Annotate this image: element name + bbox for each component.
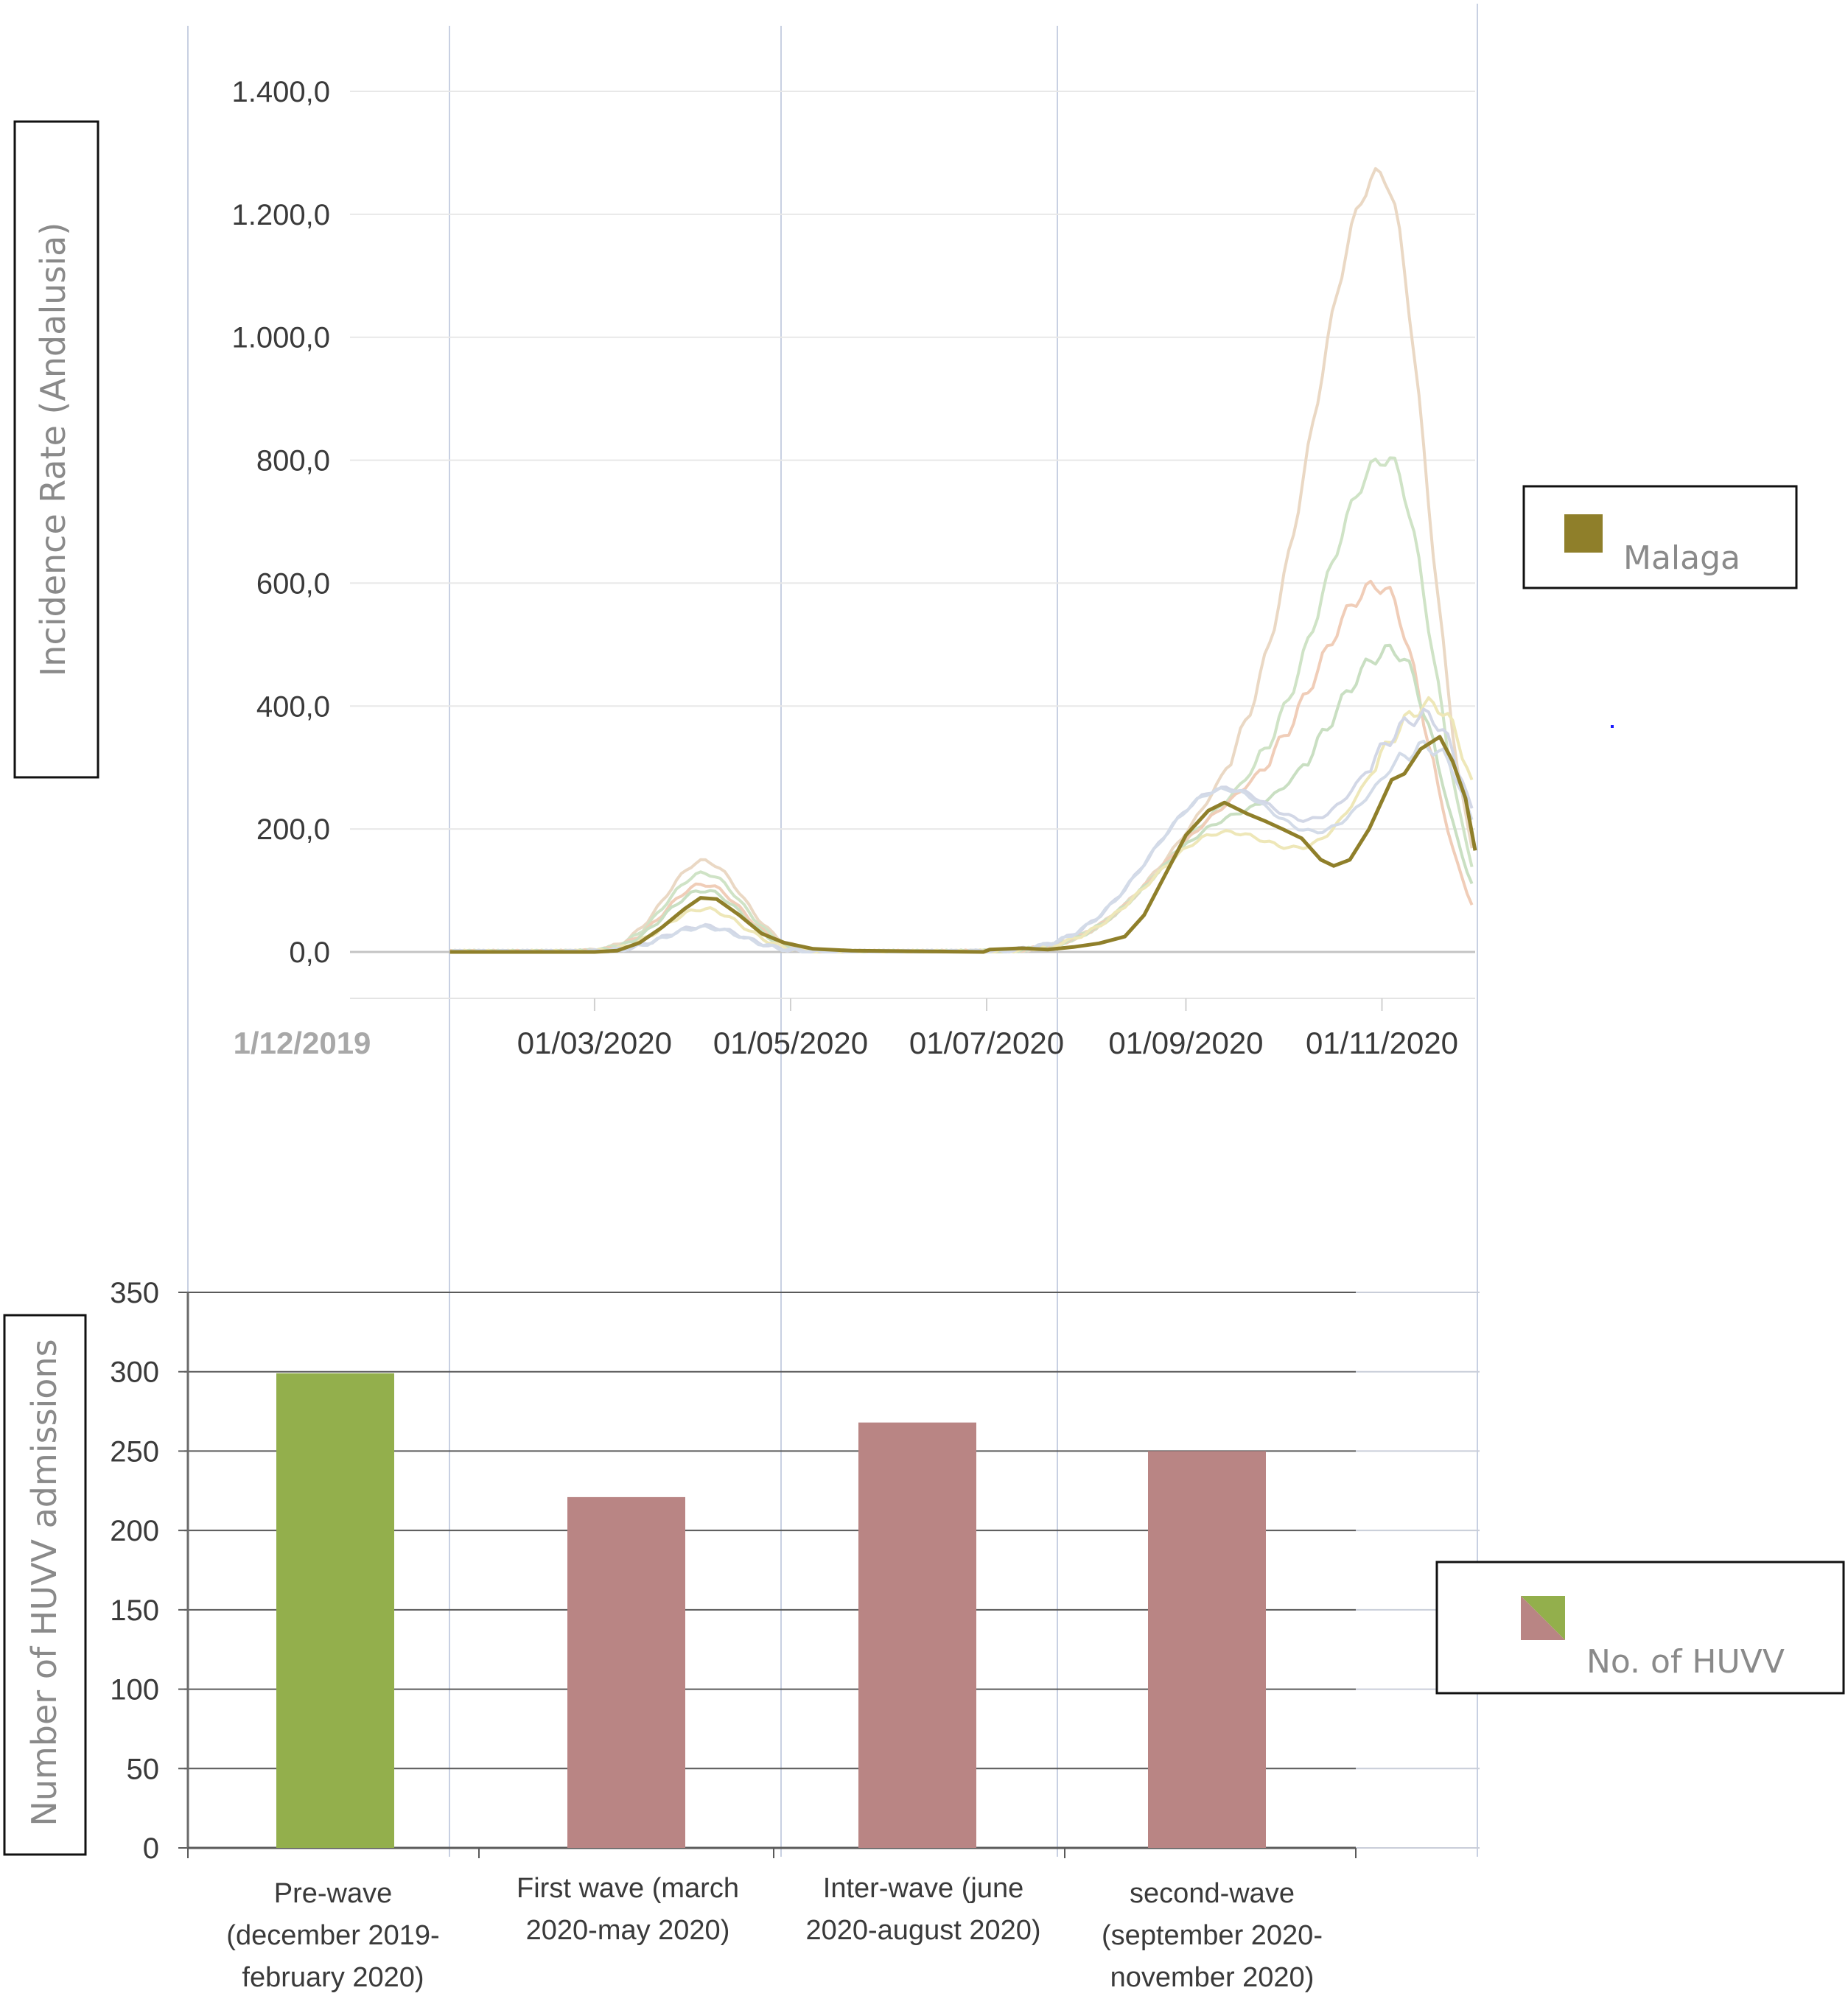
series-line-province [449, 643, 1474, 953]
bar [567, 1496, 685, 1848]
x-tick-label: november 2020) [1110, 1962, 1315, 1993]
admissions-bars [276, 1373, 1266, 1848]
legend-label-huvv: No. of HUVV [1586, 1643, 1785, 1681]
incidence-x-axis: 1/12/2019 01/03/2020 01/05/2020 01/07/2020 0… [234, 1026, 1458, 1060]
legend-swatch-huvv [1521, 1596, 1565, 1640]
legend-swatch-malaga [1564, 514, 1603, 553]
admissions-ylabel-box [3, 1314, 87, 1856]
series-line-province [449, 456, 1474, 953]
y-tick-label: 250 [110, 1435, 159, 1468]
bar [858, 1422, 976, 1848]
x-tick-label: 01/09/2020 [1108, 1026, 1263, 1060]
x-tick-label: february 2020) [242, 1962, 424, 1993]
y-tick-label: 0 [143, 1832, 159, 1865]
series-line-malaga [449, 735, 1477, 954]
y-tick-label: 350 [110, 1277, 159, 1309]
x-tick-label: First wave (march [517, 1873, 739, 1904]
y-tick-label: 50 [127, 1753, 160, 1785]
series-line-province [449, 739, 1474, 953]
x-tick-label: Pre-wave [274, 1878, 393, 1909]
y-tick-label: 200,0 [256, 813, 330, 846]
x-tick-label: Inter-wave (june [823, 1873, 1023, 1904]
y-tick-label: 800,0 [256, 445, 330, 477]
series-line-province [449, 707, 1474, 953]
y-tick-label: 600,0 [256, 567, 330, 600]
other-province-lines [449, 167, 1474, 953]
y-tick-label: 0,0 [289, 936, 330, 969]
bar [276, 1373, 394, 1848]
x-tick-label: (september 2020- [1102, 1920, 1323, 1951]
y-tick-label: 1.400,0 [232, 76, 330, 108]
y-tick-label: 200 [110, 1515, 159, 1547]
admissions-x-axis: Pre-wave (december 2019- february 2020) Fir… [226, 1873, 1323, 1993]
x-tick-label: second-wave [1130, 1878, 1295, 1909]
incidence-y-axis: 0,0 200,0 400,0 600,0 800,0 1.000,0 1.200,0 1.4… [232, 76, 330, 969]
x-tick-label: 01/07/2020 [909, 1026, 1064, 1060]
incidence-ylabel-box [13, 120, 99, 779]
y-tick-label: 1.000,0 [232, 322, 330, 354]
y-tick-label: 150 [110, 1594, 159, 1627]
admissions-y-axis: 0 50 100 150 200 250 300 350 [110, 1277, 159, 1865]
incidence-y-axis-label: Incidence Rate (Andalusia) [33, 223, 73, 677]
y-tick-label: 100 [110, 1674, 159, 1706]
series-line-province [449, 579, 1474, 953]
x-tick-label: 01/11/2020 [1306, 1026, 1458, 1060]
bar [1148, 1451, 1266, 1848]
incidence-gridlines [350, 91, 1475, 1011]
admissions-y-axis-label: Number of HUVV admissions [24, 1339, 64, 1826]
legend-label-malaga: Malaga [1623, 539, 1740, 577]
y-tick-label: 1.200,0 [232, 199, 330, 231]
stray-dot [1611, 725, 1614, 728]
y-tick-label: 300 [110, 1356, 159, 1389]
admissions-legend-box [1435, 1561, 1845, 1695]
y-tick-label: 400,0 [256, 690, 330, 723]
series-line-province [449, 167, 1474, 953]
x-tick-label: 2020-august 2020) [805, 1915, 1040, 1946]
x-tick-label: 2020-may 2020) [526, 1915, 730, 1946]
x-tick-label: 01/03/2020 [517, 1026, 672, 1060]
x-tick-label: (december 2019- [226, 1920, 439, 1951]
x-tick-label: 1/12/2019 [234, 1026, 371, 1060]
x-tick-label: 01/05/2020 [713, 1026, 868, 1060]
